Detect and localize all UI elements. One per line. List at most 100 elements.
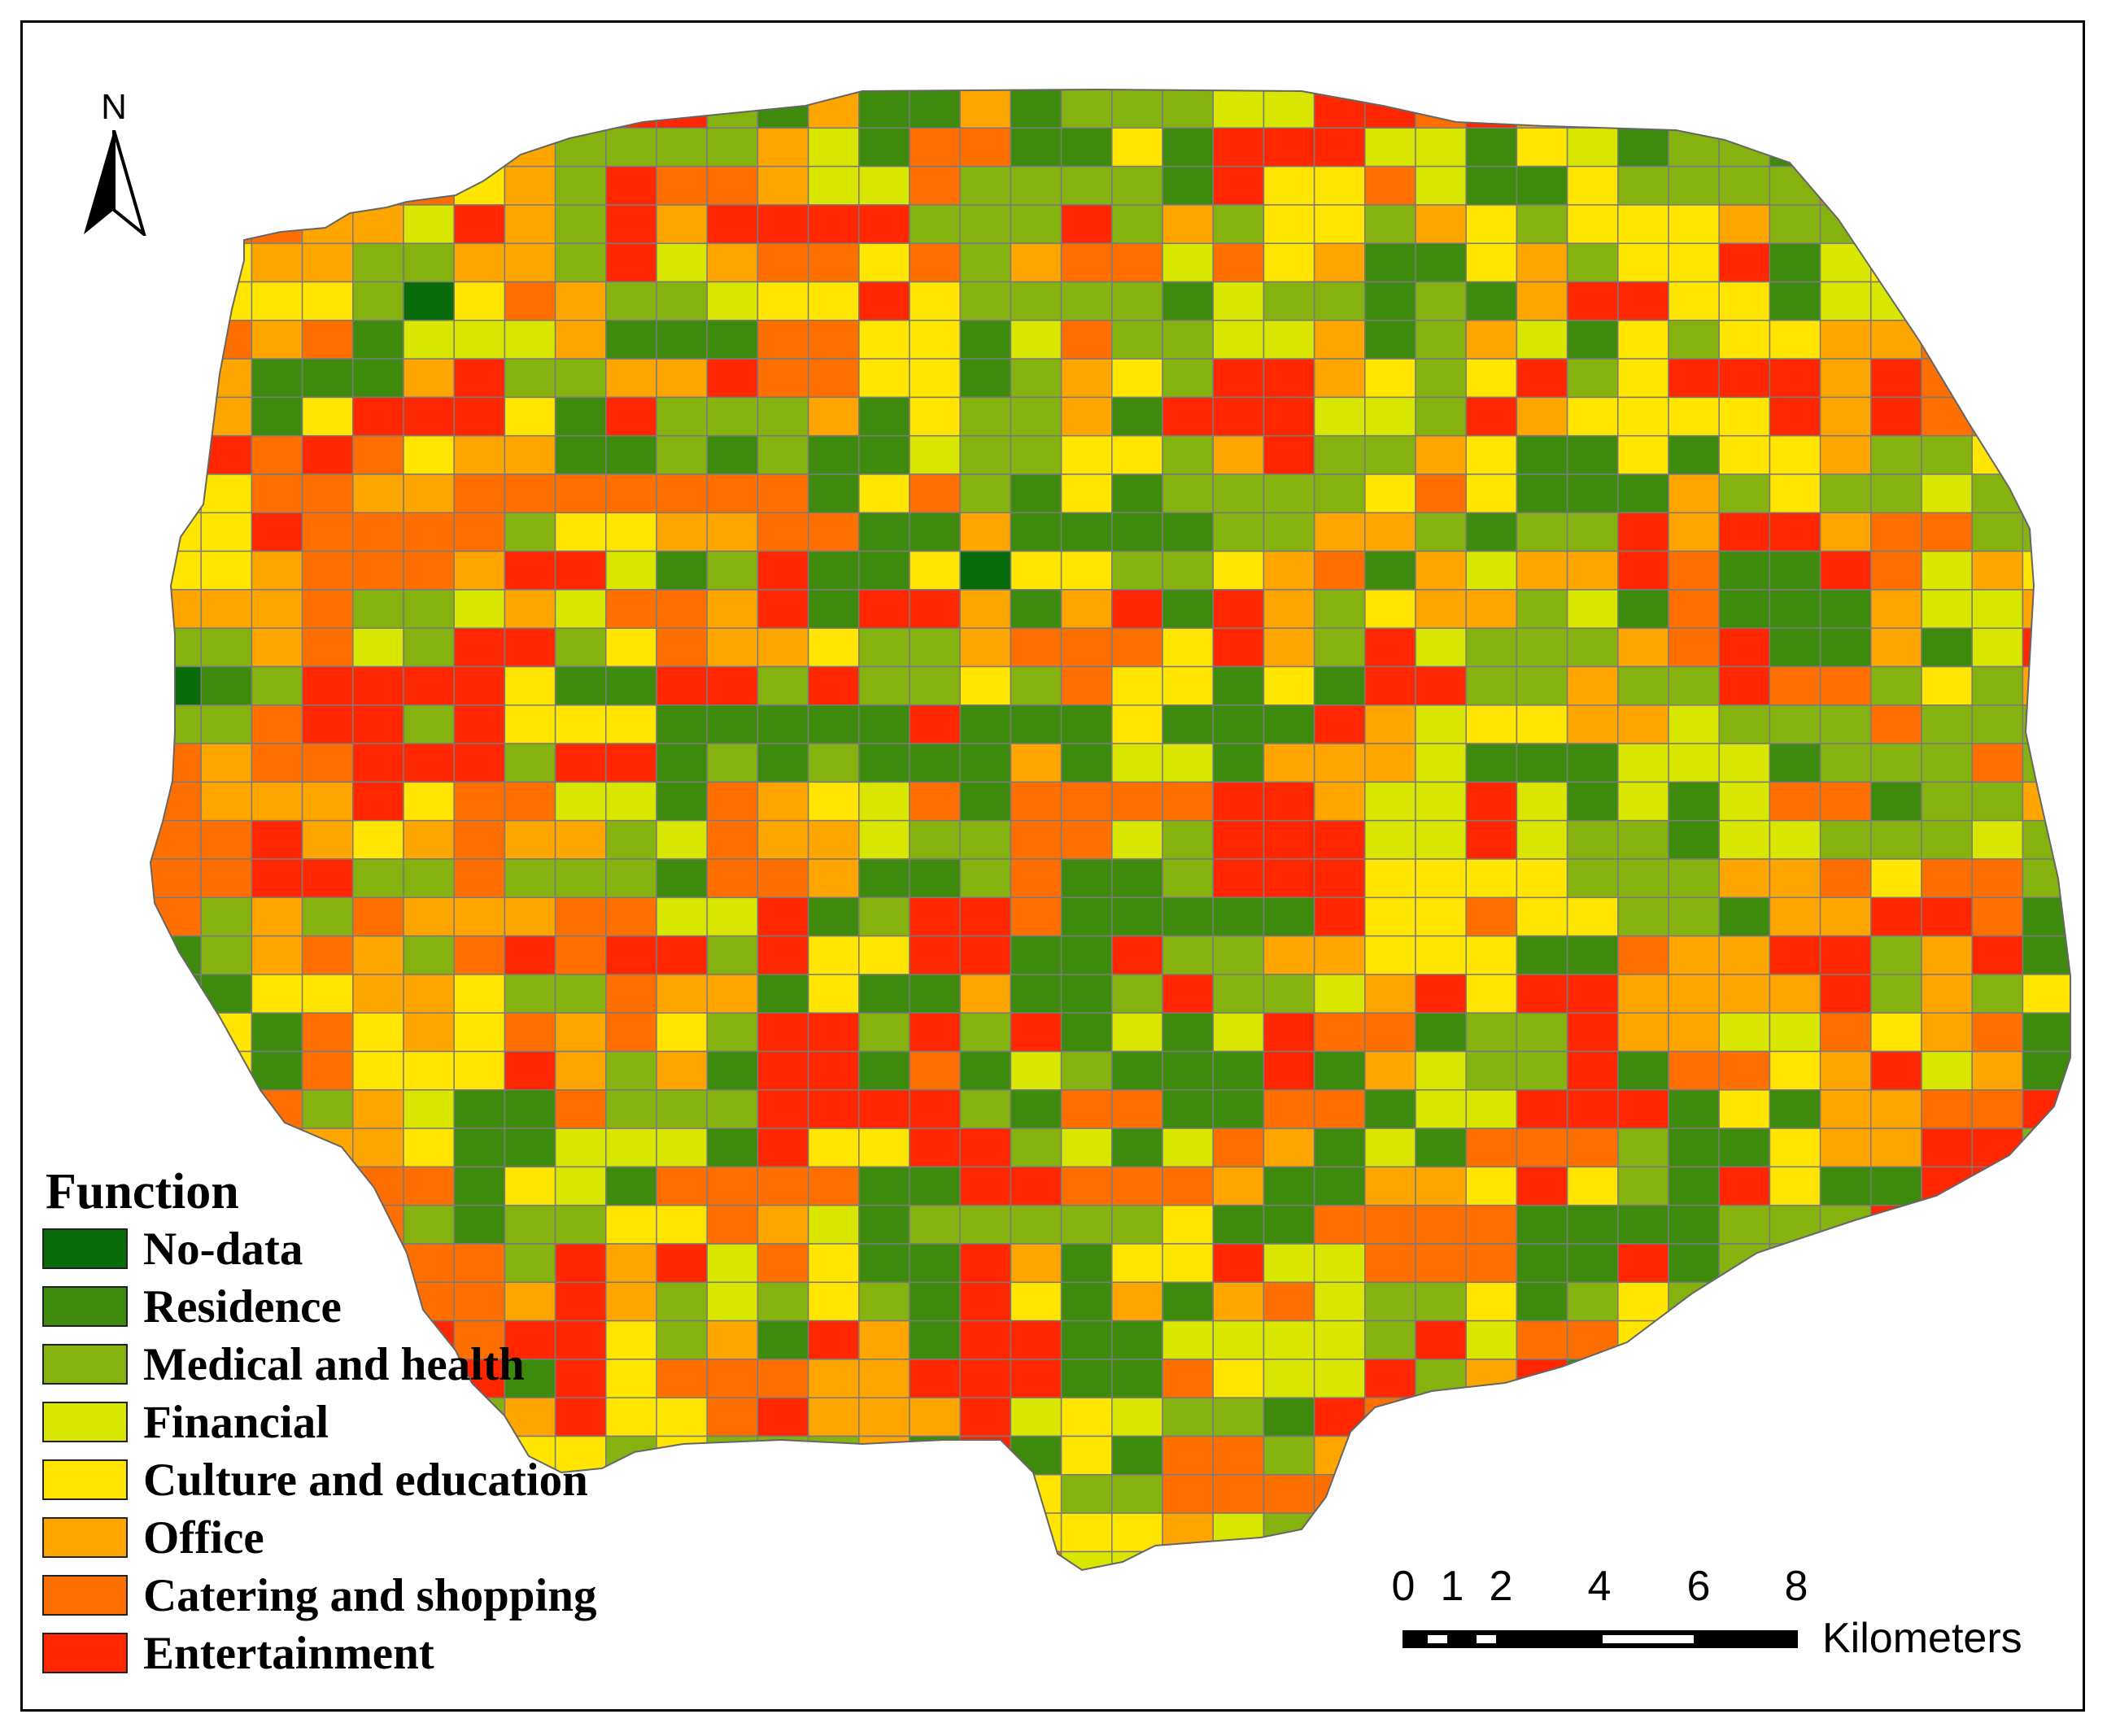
grid-cell (403, 434, 455, 475)
grid-cell (1668, 627, 1720, 668)
grid-cell (1769, 1089, 1821, 1129)
grid-cell (200, 896, 253, 937)
grid-cell (656, 242, 708, 283)
grid-cell (1668, 281, 1720, 321)
grid-cell (1819, 1474, 1872, 1514)
grid-cell (1111, 1474, 1163, 1514)
grid-cell (605, 1050, 657, 1091)
grid-cell (453, 704, 506, 744)
grid-cell (757, 819, 809, 860)
grid-cell (1060, 242, 1113, 283)
grid-cell (251, 896, 303, 937)
grid-cell (1111, 396, 1163, 437)
grid-cell (1668, 1319, 1720, 1360)
grid-cell (1668, 165, 1720, 206)
grid-cell (1364, 512, 1416, 552)
grid-cell (1111, 1166, 1163, 1206)
grid-cell (1819, 165, 1872, 206)
grid-cell (909, 1243, 961, 1284)
grid-cell (959, 935, 1012, 975)
grid-cell (1870, 1319, 1922, 1360)
grid-cell (1516, 1435, 1568, 1476)
grid-cell (2022, 1435, 2070, 1476)
grid-cell (1769, 89, 1821, 129)
scale-tick-4: 4 (1587, 1563, 1612, 1610)
grid-cell (200, 1128, 253, 1168)
grid-cell (1465, 1204, 1518, 1245)
grid-cell (554, 396, 607, 437)
grid-cell (453, 281, 506, 321)
grid-cell (1566, 781, 1619, 822)
grid-cell (1162, 1089, 1214, 1129)
grid-cell (1668, 1474, 1720, 1514)
grid-cell (1212, 512, 1265, 552)
grid-cell (909, 1166, 961, 1206)
grid-cell (1769, 1281, 1821, 1322)
grid-cell (1870, 589, 1922, 629)
grid-cell (1060, 896, 1113, 937)
grid-cell (200, 473, 253, 514)
grid-cell (453, 89, 506, 129)
grid-cell (959, 204, 1012, 244)
grid-cell (909, 512, 961, 552)
grid-cell (1668, 1166, 1720, 1206)
grid-cell (352, 281, 404, 321)
grid-cell (1971, 1012, 2024, 1053)
grid-cell (1313, 1166, 1366, 1206)
grid-cell (1971, 1474, 2024, 1514)
grid-cell (1364, 704, 1416, 744)
grid-cell (1617, 819, 1669, 860)
grid-cell (1617, 1281, 1669, 1322)
grid-cell (251, 165, 303, 206)
grid-cell (1718, 473, 1771, 514)
grid-cell (1212, 1012, 1265, 1053)
grid-cell (504, 743, 556, 783)
grid-cell (1516, 1166, 1568, 1206)
grid-cell (403, 1166, 455, 1206)
grid-cell (1465, 204, 1518, 244)
scale-tick-8: 8 (1784, 1563, 1808, 1610)
grid-cell (909, 627, 961, 668)
grid-cell (200, 1089, 253, 1129)
grid-cell (1010, 242, 1062, 283)
grid-cell (1617, 896, 1669, 937)
grid-cell (1870, 858, 1922, 899)
grid-cell (1921, 819, 1973, 860)
grid-cell (554, 242, 607, 283)
grid-cell (807, 204, 860, 244)
grid-cell (1819, 1281, 1872, 1322)
grid-cell (959, 473, 1012, 514)
grid-cell-nodata (403, 281, 455, 321)
grid-cell (1263, 1397, 1315, 1437)
grid-cell (959, 1089, 1012, 1129)
grid-cell (1668, 358, 1720, 399)
grid-cell (1870, 1012, 1922, 1053)
grid-cell (1617, 1128, 1669, 1168)
grid-cell (2022, 89, 2070, 129)
grid-cell (656, 550, 708, 591)
grid-cell (959, 589, 1012, 629)
grid-cell (605, 1281, 657, 1322)
grid-cell (1364, 1204, 1416, 1245)
grid-cell (251, 396, 303, 437)
grid-cell (1010, 704, 1062, 744)
grid-cell (1566, 1435, 1619, 1476)
grid-cell (1162, 1359, 1214, 1398)
grid-cell (1566, 1243, 1619, 1284)
grid-cell (1971, 396, 2024, 437)
grid-cell (2022, 473, 2070, 514)
grid-cell (1212, 242, 1265, 283)
grid-cell (301, 281, 354, 321)
grid-cell (757, 242, 809, 283)
grid-cell (1263, 127, 1315, 168)
grid-cell (1870, 242, 1922, 283)
grid-cell (1617, 1359, 1669, 1398)
grid-cell (150, 1050, 202, 1091)
grid-cell (1870, 434, 1922, 475)
grid-cell (1819, 589, 1872, 629)
grid-cell (1921, 358, 1973, 399)
grid-cell (959, 165, 1012, 206)
grid-cell (403, 1089, 455, 1129)
grid-cell (1465, 358, 1518, 399)
grid-cell (1921, 1128, 1973, 1168)
